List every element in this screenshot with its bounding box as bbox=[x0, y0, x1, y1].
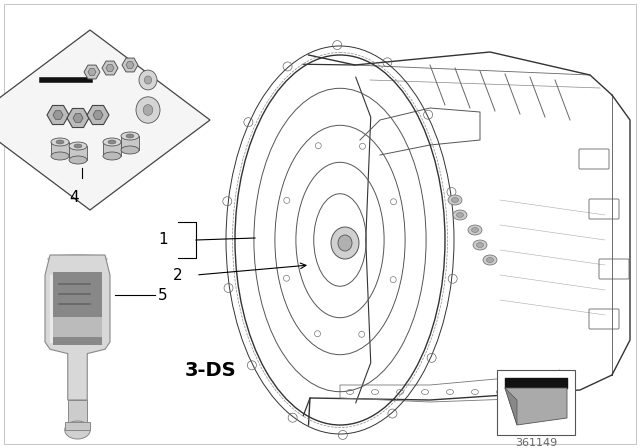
Ellipse shape bbox=[473, 240, 487, 250]
Polygon shape bbox=[88, 69, 96, 75]
Polygon shape bbox=[505, 388, 517, 425]
Ellipse shape bbox=[103, 152, 121, 160]
Ellipse shape bbox=[451, 198, 458, 202]
Ellipse shape bbox=[143, 104, 153, 116]
Polygon shape bbox=[126, 61, 134, 69]
Text: 5: 5 bbox=[158, 288, 168, 302]
Polygon shape bbox=[505, 388, 567, 425]
Ellipse shape bbox=[47, 254, 108, 264]
Ellipse shape bbox=[483, 255, 497, 265]
Bar bbox=[68, 400, 87, 422]
Bar bbox=[103, 142, 121, 156]
Polygon shape bbox=[73, 114, 83, 122]
Ellipse shape bbox=[121, 146, 139, 154]
Bar bbox=[65, 422, 90, 430]
Polygon shape bbox=[67, 108, 89, 128]
Bar bbox=[497, 370, 575, 435]
Polygon shape bbox=[0, 30, 210, 210]
Polygon shape bbox=[122, 58, 138, 72]
Polygon shape bbox=[45, 255, 110, 400]
Polygon shape bbox=[53, 111, 63, 119]
Ellipse shape bbox=[456, 212, 463, 217]
Bar bbox=[121, 136, 139, 150]
Ellipse shape bbox=[103, 138, 121, 146]
Ellipse shape bbox=[121, 132, 139, 140]
Polygon shape bbox=[47, 105, 69, 125]
Ellipse shape bbox=[468, 225, 482, 235]
Ellipse shape bbox=[108, 140, 116, 144]
Text: 3-DS: 3-DS bbox=[184, 361, 236, 379]
Polygon shape bbox=[84, 65, 100, 79]
Bar bbox=[69, 146, 87, 160]
Bar bbox=[53, 272, 102, 345]
Text: 4: 4 bbox=[69, 190, 79, 205]
Bar bbox=[53, 317, 102, 337]
Ellipse shape bbox=[477, 242, 483, 247]
Ellipse shape bbox=[486, 258, 493, 263]
Text: 361149: 361149 bbox=[515, 438, 557, 448]
Ellipse shape bbox=[51, 152, 69, 160]
Ellipse shape bbox=[126, 134, 134, 138]
Ellipse shape bbox=[448, 195, 462, 205]
Bar bbox=[51, 142, 69, 156]
Ellipse shape bbox=[74, 144, 82, 148]
Ellipse shape bbox=[472, 228, 479, 233]
Ellipse shape bbox=[139, 70, 157, 90]
Text: 1: 1 bbox=[158, 233, 168, 247]
Ellipse shape bbox=[51, 138, 69, 146]
Polygon shape bbox=[87, 105, 109, 125]
Text: 2: 2 bbox=[173, 267, 183, 283]
Ellipse shape bbox=[65, 421, 90, 439]
Ellipse shape bbox=[338, 235, 352, 251]
Ellipse shape bbox=[69, 156, 87, 164]
Ellipse shape bbox=[145, 76, 152, 84]
Ellipse shape bbox=[331, 227, 359, 259]
Polygon shape bbox=[106, 65, 114, 72]
Ellipse shape bbox=[136, 97, 160, 123]
Ellipse shape bbox=[56, 140, 64, 144]
Ellipse shape bbox=[69, 142, 87, 150]
Ellipse shape bbox=[453, 210, 467, 220]
Polygon shape bbox=[93, 111, 103, 119]
Polygon shape bbox=[102, 61, 118, 75]
